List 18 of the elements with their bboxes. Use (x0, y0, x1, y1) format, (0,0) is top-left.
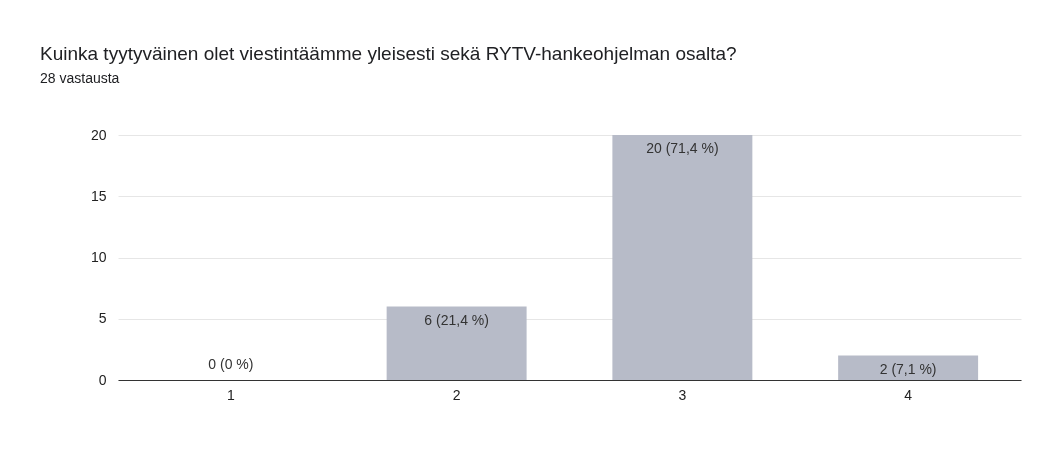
data-label: 20 (71,4 %) (646, 140, 719, 156)
y-tick-label: 10 (90, 249, 107, 265)
chart-subtitle: 28 vastausta (40, 70, 120, 86)
y-tick-label: 20 (90, 126, 107, 143)
data-label: 6 (21,4 %) (424, 311, 489, 328)
y-tick-label: 0 (98, 371, 107, 388)
data-label: 2 (7,1 %) (879, 360, 937, 377)
x-tick-label: 2 (452, 386, 461, 403)
y-tick-label: 5 (98, 310, 107, 327)
chart-title: Kuinka tyytyväinen olet viestintäämme yleisesti sekä RYTV-hankeohjelman osalta? (40, 43, 737, 64)
bar (612, 135, 753, 380)
x-tick-label: 3 (678, 386, 687, 403)
x-tick-label: 1 (226, 386, 235, 403)
bar (838, 355, 979, 380)
y-tick-label: 15 (90, 187, 107, 204)
data-label: 0 (0 %) (208, 356, 254, 372)
bar (386, 306, 527, 380)
x-tick-label: 4 (904, 386, 913, 403)
